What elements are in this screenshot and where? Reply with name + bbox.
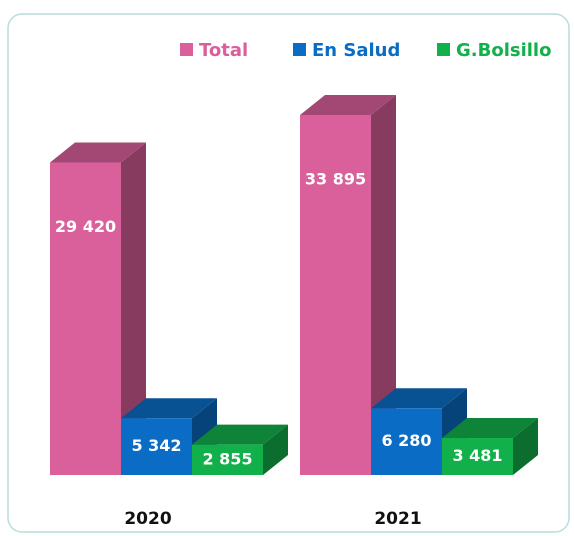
bar-top (50, 142, 146, 163)
x-tick-label: 2021 (374, 509, 421, 529)
bar-side (263, 424, 288, 475)
value-label: 33 895 (305, 170, 366, 189)
legend-label: Total (199, 40, 248, 61)
value-label: 3 481 (452, 446, 502, 465)
bar (300, 115, 371, 475)
bar-top (371, 388, 467, 409)
bar (50, 162, 121, 476)
value-label: 29 420 (55, 217, 116, 236)
bar-top (442, 418, 538, 439)
bar (371, 408, 442, 475)
bar-side (513, 418, 538, 475)
bar-side (371, 95, 396, 475)
x-tick-label: 2020 (124, 509, 171, 529)
bar (121, 418, 192, 475)
value-label: 5 342 (131, 436, 181, 455)
legend-swatch (293, 43, 306, 56)
bar (192, 444, 263, 475)
value-label: 2 855 (202, 449, 252, 468)
legend-swatch (180, 43, 193, 56)
value-label: 6 280 (381, 431, 431, 450)
bar-top (192, 424, 288, 445)
bar-top (121, 398, 217, 419)
bar-side (121, 142, 146, 476)
legend-label: G.Bolsillo (456, 40, 551, 61)
bar (442, 438, 513, 475)
legend-swatch (437, 43, 450, 56)
legend-label: En Salud (312, 40, 400, 61)
bar-top (300, 95, 396, 115)
